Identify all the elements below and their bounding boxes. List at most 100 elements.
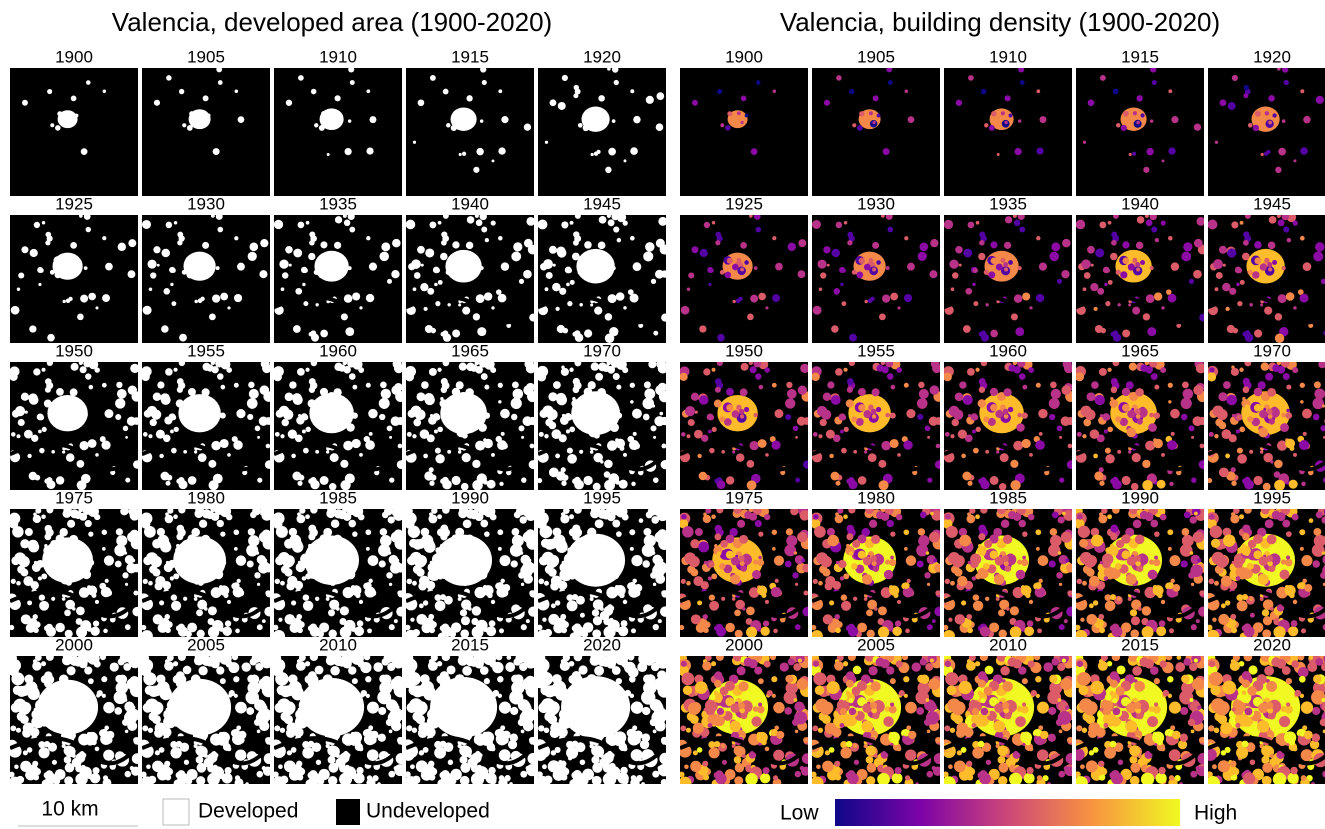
built-patch (658, 705, 664, 710)
built-patch (334, 95, 341, 102)
built-patch (142, 660, 150, 667)
built-patch (1087, 245, 1095, 254)
built-patch (1169, 628, 1174, 634)
built-patch (715, 378, 722, 385)
built-patch (261, 765, 266, 771)
built-patch (307, 671, 317, 680)
built-patch (223, 592, 229, 598)
built-patch (1104, 600, 1116, 612)
map-background (1208, 68, 1325, 196)
built-patch (175, 690, 180, 695)
built-patch (708, 429, 712, 434)
built-patch (198, 257, 204, 263)
built-patch (571, 670, 581, 681)
built-patch (555, 453, 561, 459)
built-patch (120, 509, 129, 516)
built-patch (366, 147, 374, 155)
built-patch (1289, 592, 1295, 599)
map-background (406, 68, 534, 196)
built-patch (395, 753, 402, 765)
built-patch (348, 373, 356, 380)
map-thumbnail (406, 215, 534, 343)
built-patch (81, 716, 92, 727)
built-patch (584, 329, 593, 338)
map-thumbnail (1076, 509, 1204, 637)
built-patch (602, 259, 608, 266)
built-patch (31, 434, 39, 442)
built-patch (428, 613, 435, 620)
built-patch (525, 363, 534, 374)
built-patch (969, 509, 976, 514)
built-patch (1150, 373, 1158, 380)
built-patch (1244, 333, 1254, 342)
built-patch (1095, 248, 1105, 258)
built-patch (208, 459, 217, 468)
built-patch (711, 367, 716, 372)
built-patch (161, 248, 170, 258)
built-patch (283, 760, 296, 773)
built-patch (830, 471, 840, 481)
built-patch (872, 120, 876, 125)
built-patch (217, 226, 224, 233)
built-patch (1274, 459, 1283, 469)
built-patch (170, 741, 178, 749)
built-patch (1104, 594, 1112, 601)
built-patch (571, 252, 580, 261)
built-patch (630, 400, 634, 404)
built-patch (962, 325, 971, 333)
built-patch (1153, 412, 1160, 419)
built-patch (1012, 512, 1022, 521)
year-label: 1935 (989, 194, 1027, 213)
built-patch (41, 426, 47, 432)
built-patch (1099, 413, 1104, 418)
built-patch (274, 629, 285, 637)
built-patch (21, 99, 28, 106)
built-patch (703, 221, 711, 229)
built-patch (1129, 509, 1139, 515)
built-patch (133, 737, 138, 743)
built-patch (1230, 613, 1237, 620)
built-patch (76, 606, 85, 616)
year-label: 1925 (725, 194, 763, 213)
built-patch (1114, 562, 1122, 570)
built-patch (1076, 578, 1083, 585)
built-patch (1243, 626, 1255, 637)
year-label: 2010 (319, 635, 357, 654)
built-patch (498, 775, 505, 781)
built-patch (1115, 539, 1125, 549)
river (1208, 295, 1325, 325)
built-patch (406, 660, 414, 668)
built-patch (543, 259, 553, 270)
built-patch (287, 575, 298, 587)
built-patch (1320, 571, 1325, 579)
built-patch (67, 519, 76, 528)
built-patch (447, 759, 454, 765)
built-patch (1062, 238, 1071, 248)
built-patch (92, 620, 100, 627)
built-patch (843, 220, 848, 225)
built-patch (618, 626, 629, 637)
built-patch (414, 555, 427, 568)
built-patch (393, 619, 398, 624)
built-patch (195, 745, 206, 756)
built-patch (1276, 604, 1285, 612)
built-patch (864, 450, 868, 454)
built-patch (615, 558, 623, 567)
built-patch (687, 418, 695, 427)
built-patch (310, 509, 318, 514)
built-patch (579, 303, 583, 307)
built-patch (846, 543, 850, 548)
built-patch (458, 303, 462, 307)
built-patch (264, 460, 270, 469)
built-patch (1144, 362, 1150, 366)
built-patch (1122, 403, 1130, 412)
built-patch (540, 685, 551, 696)
built-patch (588, 702, 599, 714)
built-patch (548, 392, 558, 402)
built-patch (716, 509, 724, 514)
map-background (142, 68, 270, 196)
built-patch (611, 666, 621, 675)
built-patch (1013, 366, 1021, 374)
built-patch (845, 399, 854, 408)
built-patch (1218, 245, 1227, 254)
